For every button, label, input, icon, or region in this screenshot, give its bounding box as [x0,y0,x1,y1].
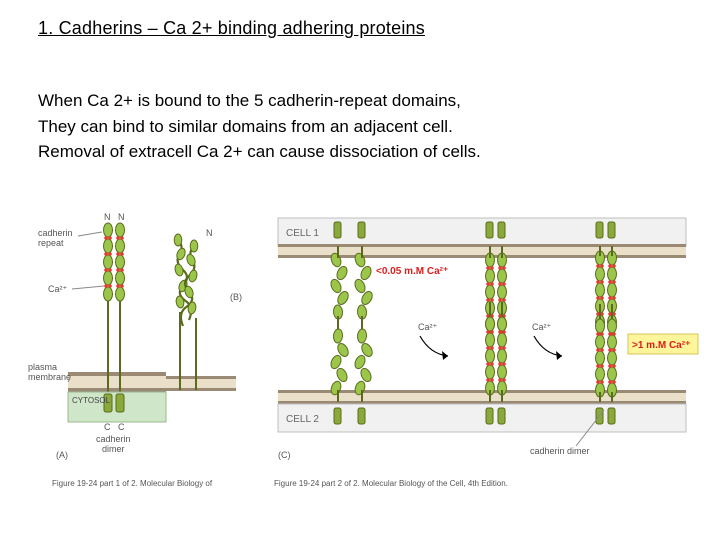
cadherin-repeat-label: cadherin repeat [38,228,75,248]
cadherin-dimer-label: cadherin dimer [530,446,590,456]
ca2plus-label: Ca²⁺ [48,284,68,294]
cell2-label: CELL 2 [286,414,319,425]
panel-c: CELL 1 CELL 2 <0.05 m.M Ca²⁺ [278,218,698,460]
para-line-1: When Ca 2+ is bound to the 5 cadherin-re… [38,88,481,114]
plasma-membrane-label: plasma membrane [28,362,71,382]
panel-c-label: (C) [278,450,291,460]
cadherin-dimer-label: cadherin dimer [96,434,133,454]
diagram-area: N N cadherin repeat Ca²⁺ CYTOSOL plasma … [20,200,700,520]
ca-arrow-1: Ca²⁺ [418,322,448,360]
c-terminus-label: C [118,422,125,432]
para-line-2: They can bind to similar domains from an… [38,114,481,140]
ca-arrow-2: Ca²⁺ [532,322,562,360]
panel-b-label: (B) [230,292,242,302]
high-ca-label: >1 m.M Ca²⁺ [632,340,690,351]
cytosol-label: CYTOSOL [72,396,111,405]
para-line-3: Removal of extracell Ca 2+ can cause dis… [38,139,481,165]
low-ca-label: <0.05 m.M Ca²⁺ [376,266,448,277]
ca2plus-label: Ca²⁺ [418,322,438,332]
panel-b: N (B) [166,228,242,391]
membrane-outer [68,372,166,376]
panel-a: N N cadherin repeat Ca²⁺ CYTOSOL plasma … [28,212,166,460]
panel-a-label: (A) [56,450,68,460]
page-title: 1. Cadherins – Ca 2+ binding adhering pr… [38,18,425,39]
ca2plus-label: Ca²⁺ [532,322,552,332]
description-paragraph: When Ca 2+ is bound to the 5 cadherin-re… [38,88,481,165]
n-terminus-label: N [104,212,111,222]
membrane-outer [68,388,166,392]
membrane-mid [68,376,166,388]
n-terminus-label: N [118,212,125,222]
diagram-svg: N N cadherin repeat Ca²⁺ CYTOSOL plasma … [20,200,700,520]
c-terminus-label: C [104,422,111,432]
caption-left: Figure 19-24 part 1 of 2. Molecular Biol… [52,479,213,488]
cell1-label: CELL 1 [286,228,319,239]
n-terminus-label: N [206,228,213,238]
caption-right: Figure 19-24 part 2 of 2. Molecular Biol… [274,479,508,488]
